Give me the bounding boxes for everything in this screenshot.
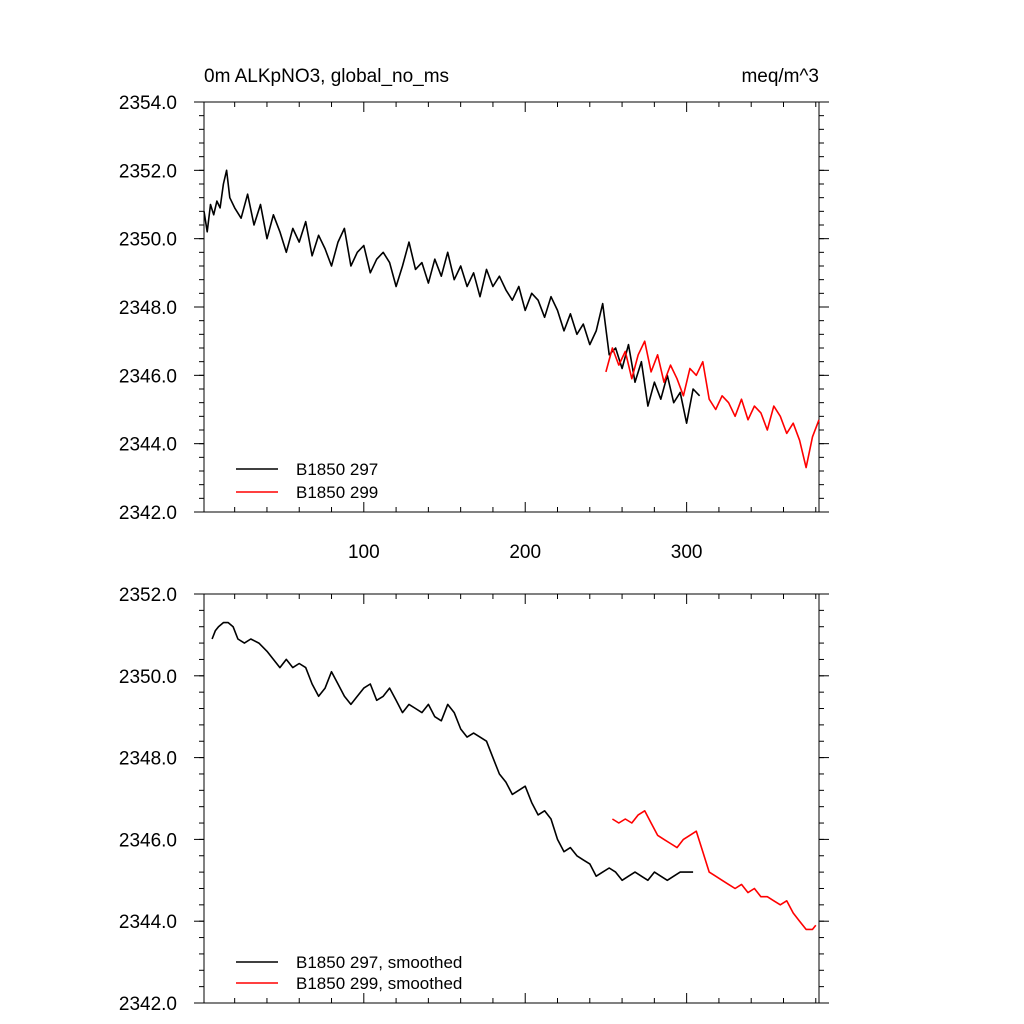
legend-label-2: B1850 299, smoothed — [296, 974, 462, 993]
x-tick-label: 200 — [509, 542, 541, 563]
y-tick-label: 2344.0 — [119, 912, 177, 933]
chart-units: meq/m^3 — [741, 66, 819, 87]
legend: B1850 297 B1850 299 — [236, 460, 378, 502]
legend-label-1: B1850 297, smoothed — [296, 953, 462, 972]
top-chart-panel: 0m ALKpNO3, global_no_ms meq/m^3 100 200 3… — [119, 66, 829, 563]
y-tick-label: 2342.0 — [119, 994, 177, 1015]
y-tick-label: 2342.0 — [119, 503, 177, 524]
y-tick-label: 2348.0 — [119, 749, 177, 770]
chart-title: 0m ALKpNO3, global_no_ms — [204, 66, 449, 87]
legend: B1850 297, smoothed B1850 299, smoothed — [236, 953, 462, 993]
y-tick-label: 2354.0 — [119, 93, 177, 114]
bottom-chart-panel: 2342.0 2344.0 2346.0 2348.0 2350.0 2352.0 B185… — [119, 585, 829, 1015]
y-tick-label: 2350.0 — [119, 230, 177, 251]
x-tick-label: 300 — [671, 542, 703, 563]
legend-label-2: B1850 299 — [296, 483, 378, 502]
plot-frame — [203, 593, 820, 1004]
series-line-2 — [611, 809, 817, 931]
series-line-1 — [211, 621, 694, 882]
y-tick-label: 2350.0 — [119, 667, 177, 688]
series-line-2 — [605, 340, 820, 469]
x-tick-label: 100 — [348, 542, 380, 563]
y-tick-label: 2344.0 — [119, 435, 177, 456]
series-line-1 — [203, 169, 701, 425]
y-tick-label: 2346.0 — [119, 830, 177, 851]
plot-frame — [203, 101, 820, 513]
y-tick-label: 2352.0 — [119, 161, 177, 182]
y-tick-label: 2346.0 — [119, 366, 177, 387]
y-tick-label: 2348.0 — [119, 298, 177, 319]
legend-label-1: B1850 297 — [296, 460, 378, 479]
y-tick-label: 2352.0 — [119, 585, 177, 606]
